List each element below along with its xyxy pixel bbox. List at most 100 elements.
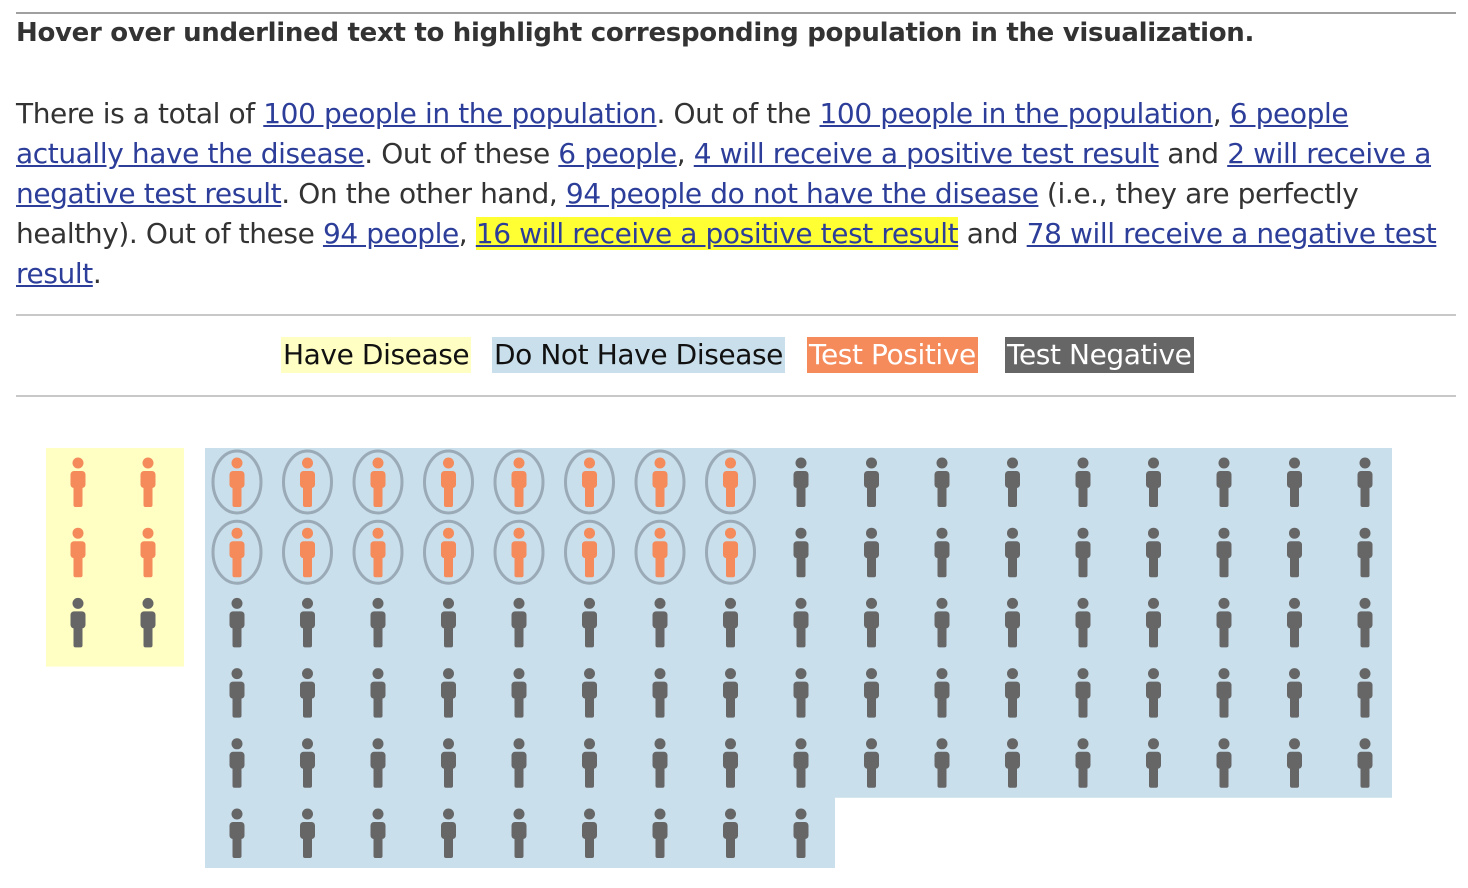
person-icon-healthy-negative [370,597,386,648]
link-disease-negative[interactable]: 2 will receive a negative test result [16,137,1432,210]
person-icon-disease-negative [70,597,86,648]
person-icon-healthy-negative [441,668,456,718]
person-icon-healthy-negative [1146,597,1161,648]
person-icon-healthy-negative [723,597,738,648]
person-icon-healthy-negative [229,668,245,718]
link-disease-positive[interactable]: 4 will receive a positive test result [693,137,1159,170]
person-icon-healthy-negative [1216,527,1232,578]
person-icon-healthy-negative [934,457,950,507]
person-icon-healthy-positive [634,519,686,585]
person-icon-healthy-negative [229,808,245,858]
person-icon-healthy-negative [582,597,597,648]
person-icon-healthy-negative [1075,527,1091,578]
person-icon-healthy-negative [652,668,668,718]
legend: Have Disease Do Not Have Disease Test Po… [0,337,1468,373]
person-icon-healthy-negative [934,527,950,578]
person-icon-healthy-negative [300,738,315,788]
person-icon-healthy-negative [652,597,668,648]
person-icon-healthy-negative [511,808,527,858]
person-icon-healthy-negative [864,597,879,648]
person-icon-healthy-negative [229,738,245,788]
link-have-disease-2[interactable]: 6 people [558,137,677,170]
person-icon-healthy-positive [282,449,333,515]
legend-test-positive: Test Positive [807,337,978,373]
person-icon-healthy-negative [652,808,668,858]
person-icon-healthy-negative [864,527,879,578]
link-no-disease-positive[interactable]: 16 will receive a positive test result [475,217,959,250]
person-icon-disease-positive [140,527,156,578]
person-icon-disease-positive [70,527,86,578]
person-icon-healthy-negative [511,668,527,718]
person-icon-healthy-negative [1287,457,1302,507]
person-icon-healthy-positive [211,519,263,585]
link-total-population[interactable]: 100 people in the population [263,97,657,130]
person-icon-disease-positive [140,457,156,507]
person-icon-healthy-positive [705,519,756,585]
person-icon-healthy-negative [1357,597,1373,648]
no-disease-block [205,448,1392,868]
person-icon-disease-negative [140,597,156,648]
explanation-paragraph: There is a total of 100 people in the po… [16,97,1437,290]
person-icon-healthy-negative [1216,457,1232,507]
person-icon-healthy-negative [723,668,738,718]
top-divider [16,12,1456,14]
person-icon-healthy-positive [493,449,545,515]
person-icon-healthy-negative [582,738,597,788]
person-icon-healthy-negative [1075,597,1091,648]
person-icon-healthy-negative [793,668,809,718]
person-icon-healthy-negative [864,668,879,718]
person-icon-healthy-negative [300,808,315,858]
person-icon-healthy-negative [1005,527,1020,578]
person-icon-healthy-negative [300,668,315,718]
person-icon-healthy-negative [300,597,315,648]
person-icon-healthy-negative [793,457,809,507]
person-icon-healthy-negative [1005,457,1020,507]
person-icon-healthy-negative [1287,668,1302,718]
have-disease-block [46,448,184,667]
link-no-disease-2[interactable]: 94 people [322,217,459,250]
person-icon-disease-positive [70,457,86,507]
person-icon-healthy-negative [723,738,738,788]
person-icon-healthy-negative [1005,597,1020,648]
person-icon-healthy-negative [370,738,386,788]
person-icon-healthy-negative [582,668,597,718]
person-icon-healthy-negative [1075,668,1091,718]
person-icon-healthy-positive [352,449,404,515]
legend-test-negative: Test Negative [1005,337,1194,373]
person-icon-healthy-negative [793,527,809,578]
person-icon-healthy-negative [370,668,386,718]
link-no-disease[interactable]: 94 people do not have the disease [565,177,1039,210]
person-icon-healthy-negative [1357,457,1373,507]
legend-have-disease: Have Disease [281,337,472,373]
person-icon-healthy-positive [282,519,333,585]
legend-bottom-divider [16,395,1456,397]
link-no-disease-negative[interactable]: 78 will receive a negative test result [16,217,1437,290]
person-icon-healthy-negative [1357,668,1373,718]
person-icon-healthy-negative [229,597,245,648]
person-icon-healthy-positive [564,449,615,515]
person-icon-healthy-positive [493,519,545,585]
person-icon-healthy-negative [1146,668,1161,718]
person-icon-healthy-negative [1216,668,1232,718]
person-icon-healthy-negative [1357,527,1373,578]
person-icon-healthy-negative [582,808,597,858]
person-icon-healthy-negative [441,738,456,788]
person-icon-healthy-negative [370,808,386,858]
person-icon-healthy-negative [1146,527,1161,578]
person-icon-healthy-negative [511,738,527,788]
person-icon-healthy-negative [793,808,809,858]
person-icon-healthy-negative [441,808,456,858]
person-icon-healthy-positive [634,449,686,515]
person-icon-healthy-negative [1216,597,1232,648]
person-icon-healthy-negative [1287,597,1302,648]
person-icon-healthy-negative [1075,738,1091,788]
person-icon-healthy-negative [934,738,950,788]
person-icon-healthy-negative [1146,738,1161,788]
person-icon-healthy-negative [1216,738,1232,788]
link-total-population-2[interactable]: 100 people in the population [819,97,1214,130]
person-icon-healthy-negative [441,597,456,648]
person-icon-healthy-negative [1287,527,1302,578]
link-have-disease[interactable]: 6 people actually have the disease [16,97,1349,170]
person-icon-healthy-negative [793,738,809,788]
